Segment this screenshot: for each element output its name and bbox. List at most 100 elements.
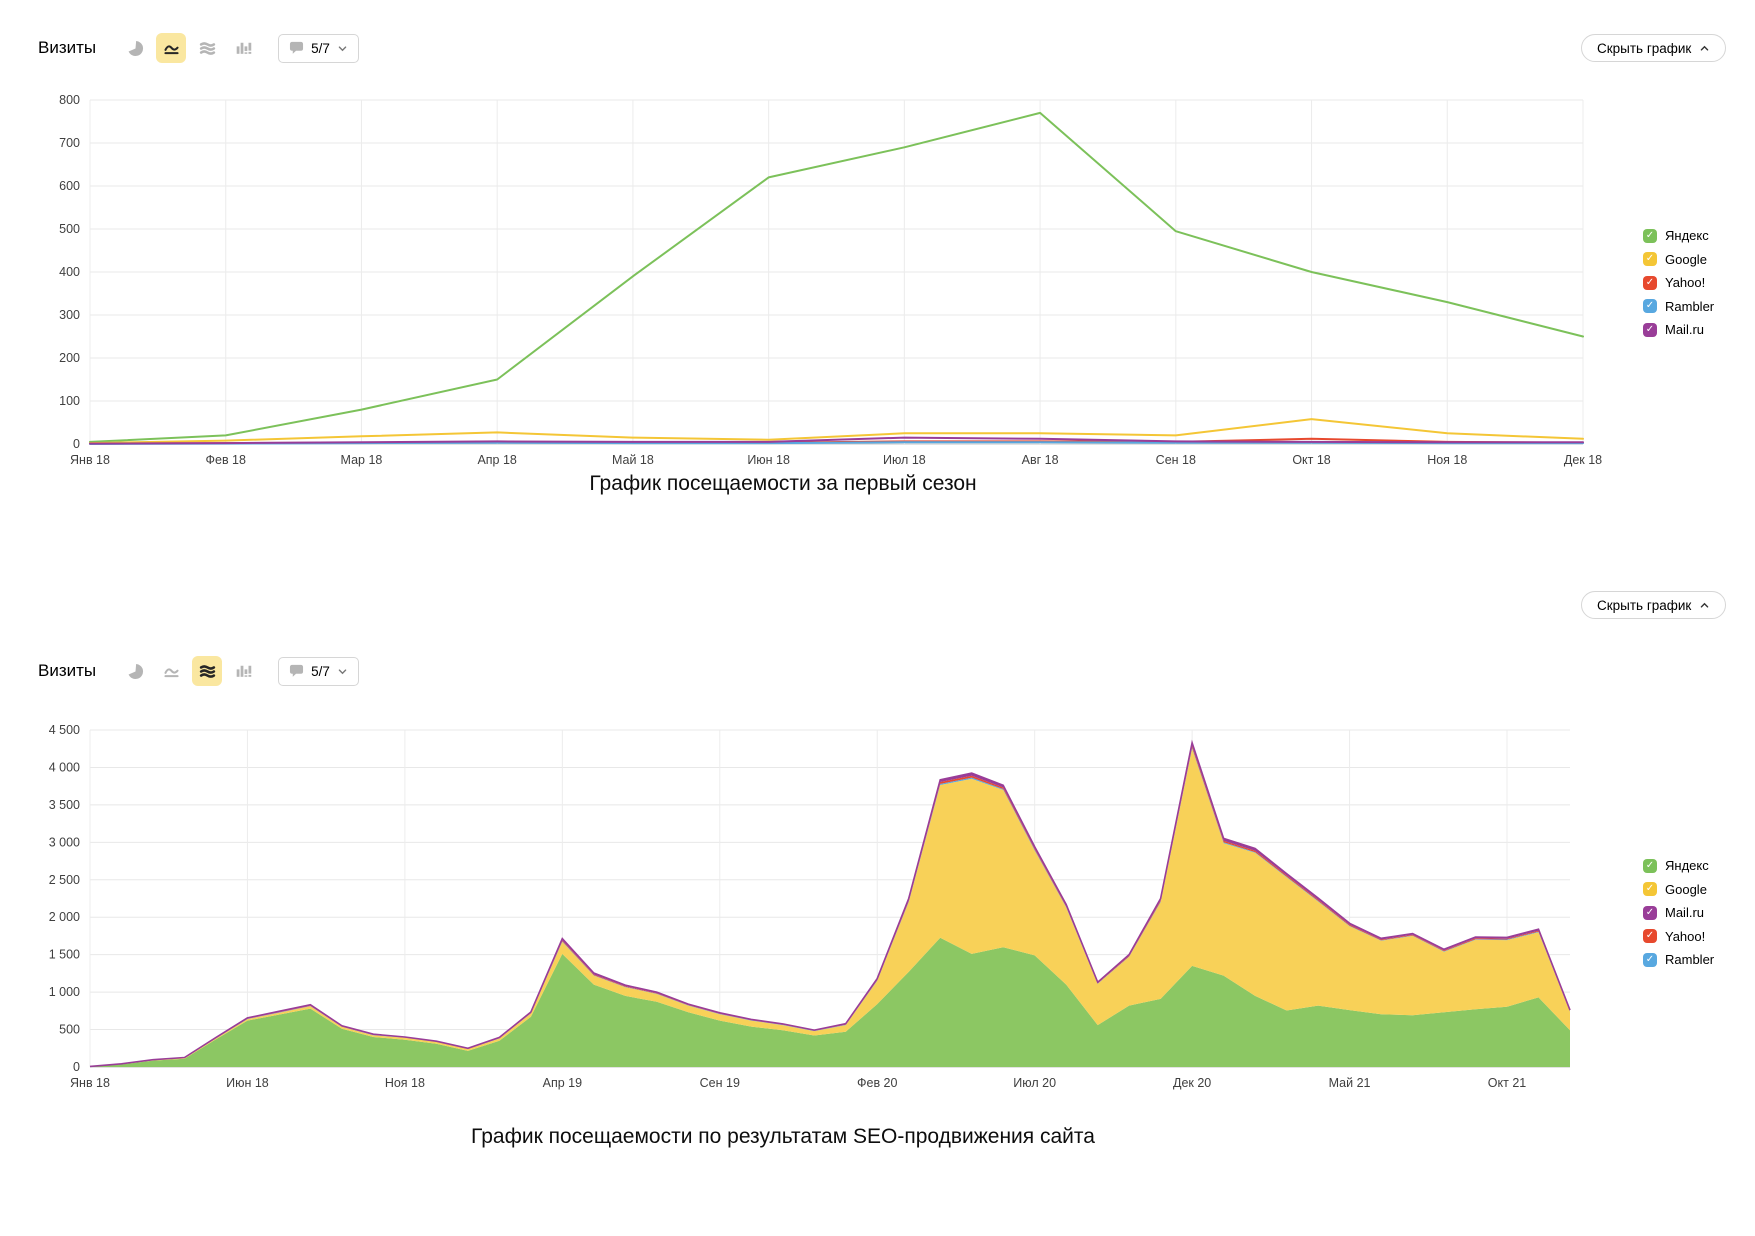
x-axis-label: Фев 20 <box>857 1076 898 1090</box>
y-axis-label: 600 <box>59 179 80 193</box>
chart1-title: Визиты <box>38 38 97 57</box>
series-line-mailru <box>89 436 1584 445</box>
visits-line-chart[interactable]: 0 100 200 300 400 500 600 700 800 Янв 18 Фев 18 Мар… <box>0 75 1620 475</box>
chart2-title: Визиты <box>38 661 97 680</box>
pie-chart-type-button[interactable] <box>120 656 150 686</box>
legend-item-яндекс[interactable]: ✓ Яндекс <box>1643 228 1714 243</box>
legend-label: Mail.ru <box>1665 322 1705 337</box>
x-axis-label: Мар 18 <box>341 453 383 467</box>
stacked-area-type-button[interactable] <box>192 33 222 63</box>
legend-label: Яндекс <box>1665 228 1709 243</box>
y-axis-label: 1 000 <box>49 985 80 999</box>
legend-item-mailru[interactable]: ✓ Mail.ru <box>1643 905 1714 920</box>
legend-checkbox-icon: ✓ <box>1643 228 1657 243</box>
legend-item-yahoo[interactable]: ✓ Yahoo! <box>1643 929 1714 944</box>
chart2-hide-button[interactable]: Скрыть график <box>1581 591 1727 619</box>
chart2-annotations-value: 5/7 <box>311 663 330 679</box>
y-axis-label: 3 000 <box>49 835 80 849</box>
y-axis-label: 700 <box>59 136 80 150</box>
chart1-hide-label: Скрыть график <box>1597 40 1692 56</box>
y-axis-label: 400 <box>59 265 80 279</box>
y-axis-label: 0 <box>73 1060 80 1074</box>
visits-line-chart-block: Визиты 5/7 Скрыть график 0 100 200 300 400 50… <box>0 0 1755 560</box>
y-axis-label: 4 500 <box>49 723 80 737</box>
comment-bubble-icon <box>289 664 304 678</box>
column-chart-icon <box>235 663 252 680</box>
legend-label: Google <box>1665 251 1707 267</box>
legend-checkbox-icon: ✓ <box>1643 275 1657 290</box>
y-axis-label: 100 <box>59 394 80 408</box>
comment-bubble-icon <box>289 41 304 55</box>
x-axis-label: Июл 20 <box>1013 1076 1056 1090</box>
x-axis-label: Сен 19 <box>700 1076 740 1090</box>
legend-label: Rambler <box>1665 298 1715 314</box>
x-axis-label: Апр 18 <box>477 453 516 467</box>
legend-checkbox-icon: ✓ <box>1643 299 1657 313</box>
column-chart-type-button[interactable] <box>228 656 258 686</box>
x-axis-label: Фев 18 <box>205 453 246 467</box>
x-axis-label: Янв 18 <box>70 1076 110 1090</box>
stacked-area-icon <box>199 663 216 680</box>
pie-chart-icon <box>127 40 144 57</box>
chart1-legend: ✓ Яндекс ✓ Google ✓ Yahoo! ✓ Rambler ✓ Mail.ru <box>1643 228 1714 337</box>
y-axis-label: 800 <box>59 93 80 107</box>
line-chart-type-button[interactable] <box>156 33 187 63</box>
legend-label: Mail.ru <box>1665 905 1705 920</box>
line-chart-icon <box>163 663 180 680</box>
legend-item-rambler[interactable]: ✓ Rambler <box>1643 299 1714 314</box>
y-axis-label: 300 <box>59 308 80 322</box>
legend-item-google[interactable]: ✓ Google <box>1643 252 1714 267</box>
chart1-annotations-selector[interactable]: 5/7 <box>278 33 359 63</box>
legend-checkbox-icon: ✓ <box>1643 905 1657 920</box>
chart1-hide-button[interactable]: Скрыть график <box>1581 34 1727 62</box>
line-chart-icon <box>163 40 180 57</box>
legend-item-yahoo[interactable]: ✓ Yahoo! <box>1643 275 1714 290</box>
chevron-down-icon <box>337 43 348 54</box>
y-axis-label: 200 <box>59 351 80 365</box>
x-axis-label: Окт 21 <box>1488 1076 1526 1090</box>
column-chart-icon <box>235 40 252 57</box>
chevron-up-icon <box>1699 600 1710 611</box>
y-axis-label: 500 <box>59 1023 80 1037</box>
x-axis-label: Сен 18 <box>1156 453 1196 467</box>
x-axis-label: Окт 18 <box>1292 453 1330 467</box>
legend-item-rambler[interactable]: ✓ Rambler <box>1643 952 1714 967</box>
y-axis-label: 2 000 <box>49 910 80 924</box>
chart2-caption: График посещаемости по результатам SEO-п… <box>471 1125 1095 1148</box>
stacked-area-type-button[interactable] <box>192 656 223 686</box>
x-axis-label: Июн 18 <box>226 1076 269 1090</box>
stack-top-line <box>89 739 1571 1068</box>
chart1-toolbar: Визиты 5/7 <box>38 33 359 63</box>
x-axis-label: Июл 18 <box>883 453 926 467</box>
chart2-annotations-selector[interactable]: 5/7 <box>278 656 359 686</box>
chart1-annotations-value: 5/7 <box>311 40 330 56</box>
chevron-down-icon <box>337 666 348 677</box>
x-axis-label: Авг 18 <box>1022 453 1059 467</box>
x-axis-label: Апр 19 <box>543 1076 582 1090</box>
line-chart-type-button[interactable] <box>156 656 186 686</box>
series-line-яндекс <box>89 111 1584 443</box>
chart1-type-switcher <box>120 33 258 63</box>
legend-checkbox-icon: ✓ <box>1643 322 1657 337</box>
x-axis-label: Ноя 18 <box>385 1076 425 1090</box>
x-axis-label: Ноя 18 <box>1427 453 1467 467</box>
visits-stacked-area-chart[interactable]: 0 500 1 000 1 500 2 000 2 500 3 000 3 500 4 000 4… <box>0 705 1620 1105</box>
y-axis-label: 2 500 <box>49 873 80 887</box>
series-line-google <box>89 418 1584 445</box>
x-axis-label: Май 18 <box>612 453 654 467</box>
legend-checkbox-icon: ✓ <box>1643 952 1657 967</box>
y-axis-label: 0 <box>73 437 80 451</box>
x-axis-label: Июн 18 <box>747 453 790 467</box>
area-series-google <box>90 748 1570 1067</box>
legend-item-яндекс[interactable]: ✓ Яндекс <box>1643 858 1714 873</box>
visits-area-chart-block: Скрыть график Визиты 5/7 0 500 1 000 1 500 2… <box>0 590 1755 1236</box>
y-axis-label: 500 <box>59 222 80 236</box>
legend-item-google[interactable]: ✓ Google <box>1643 882 1714 897</box>
column-chart-type-button[interactable] <box>228 33 258 63</box>
legend-checkbox-icon: ✓ <box>1643 882 1657 896</box>
x-axis-label: Дек 20 <box>1173 1076 1211 1090</box>
y-axis-label: 3 500 <box>49 798 80 812</box>
legend-item-mailru[interactable]: ✓ Mail.ru <box>1643 322 1714 337</box>
pie-chart-type-button[interactable] <box>120 33 150 63</box>
